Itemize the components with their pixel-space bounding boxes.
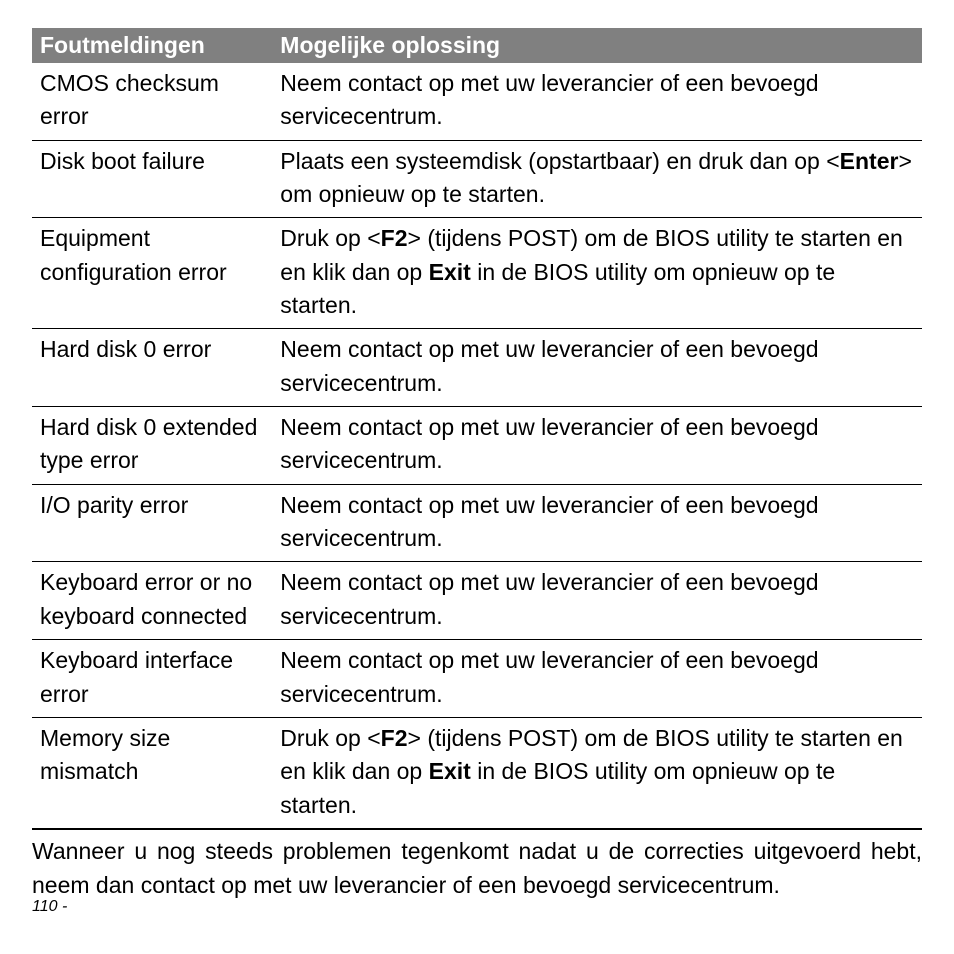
table-row: Memory size mismatchDruk op <F2> (tijden… [32, 717, 922, 829]
bold-text: Enter [840, 148, 899, 174]
error-name-cell: Keyboard error or no keyboard connected [32, 562, 272, 640]
solution-cell: Neem contact op met uw leverancier of ee… [272, 407, 922, 485]
solution-cell: Druk op <F2> (tijdens POST) om de BIOS u… [272, 717, 922, 829]
table-row: Keyboard error or no keyboard connectedN… [32, 562, 922, 640]
error-table: Foutmeldingen Mogelijke oplossing CMOS c… [32, 28, 922, 830]
error-name-cell: Disk boot failure [32, 140, 272, 218]
solution-cell: Neem contact op met uw leverancier of ee… [272, 640, 922, 718]
table-row: I/O parity errorNeem contact op met uw l… [32, 484, 922, 562]
error-name-cell: Memory size mismatch [32, 717, 272, 829]
solution-cell: Plaats een systeemdisk (opstartbaar) en … [272, 140, 922, 218]
bold-text: F2 [381, 225, 408, 251]
error-name-cell: Equipment configuration error [32, 218, 272, 329]
table-row: Keyboard interface errorNeem contact op … [32, 640, 922, 718]
page-number: 110 - [32, 898, 67, 916]
bold-text: Exit [429, 758, 471, 784]
table-header-col1: Foutmeldingen [32, 28, 272, 63]
solution-cell: Neem contact op met uw leverancier of ee… [272, 63, 922, 140]
error-name-cell: Hard disk 0 extended type error [32, 407, 272, 485]
solution-cell: Neem contact op met uw leverancier of ee… [272, 484, 922, 562]
table-row: Hard disk 0 errorNeem contact op met uw … [32, 329, 922, 407]
table-row: Hard disk 0 extended type errorNeem cont… [32, 407, 922, 485]
error-name-cell: CMOS checksum error [32, 63, 272, 140]
solution-cell: Neem contact op met uw leverancier of ee… [272, 562, 922, 640]
error-name-cell: Keyboard interface error [32, 640, 272, 718]
footnote-text: Wanneer u nog steeds problemen tegenkomt… [32, 834, 922, 902]
solution-cell: Neem contact op met uw leverancier of ee… [272, 329, 922, 407]
bold-text: F2 [381, 725, 408, 751]
solution-cell: Druk op <F2> (tijdens POST) om de BIOS u… [272, 218, 922, 329]
table-header-col2: Mogelijke oplossing [272, 28, 922, 63]
error-name-cell: Hard disk 0 error [32, 329, 272, 407]
table-row: Equipment configuration errorDruk op <F2… [32, 218, 922, 329]
bold-text: Exit [429, 259, 471, 285]
table-row: CMOS checksum errorNeem contact op met u… [32, 63, 922, 140]
error-name-cell: I/O parity error [32, 484, 272, 562]
table-body: CMOS checksum errorNeem contact op met u… [32, 63, 922, 829]
table-row: Disk boot failurePlaats een systeemdisk … [32, 140, 922, 218]
